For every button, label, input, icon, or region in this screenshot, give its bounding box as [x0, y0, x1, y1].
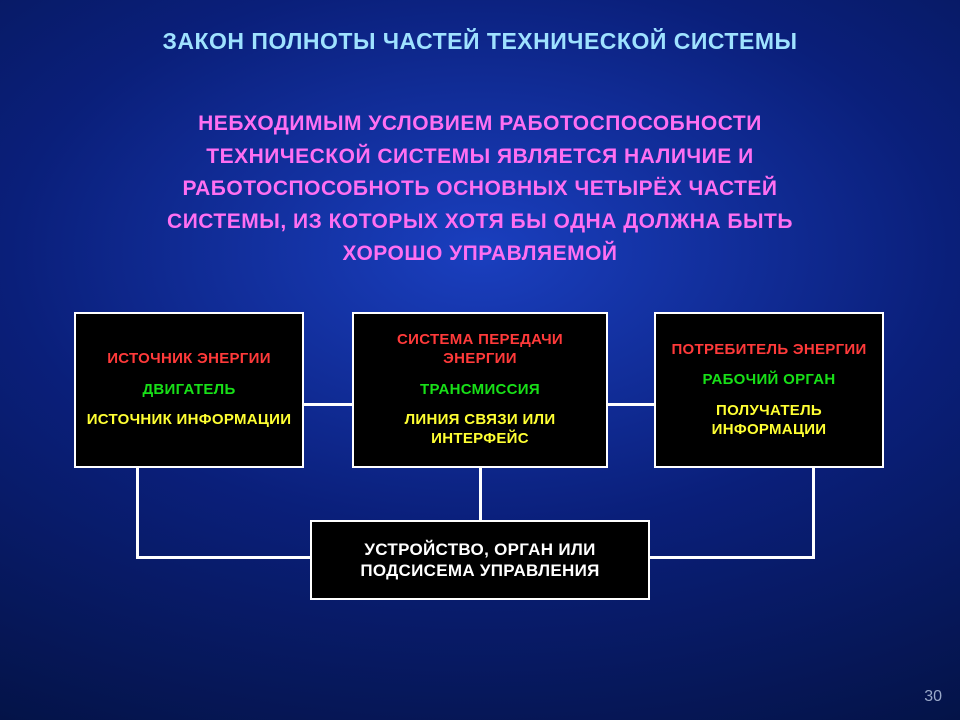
connector-c1d-v [136, 468, 139, 558]
box1-row-1: ДВИГАТЕЛЬ [142, 381, 235, 400]
desc-line-3: РАБОТОСПОСОБНОТЬ ОСНОВНЫХ ЧЕТЫРЁХ ЧАСТЕЙ [40, 173, 920, 206]
connector-c23 [608, 403, 654, 406]
box1-row-0: ИСТОЧНИК ЭНЕРГИИ [107, 350, 271, 369]
connector-c12 [304, 403, 352, 406]
diagram-box2: СИСТЕМА ПЕРЕДАЧИ ЭНЕРГИИ ТРАНСМИССИЯ ЛИНИЯ… [352, 312, 608, 468]
page-number: 30 [924, 688, 942, 706]
connector-c2d-v [479, 468, 482, 520]
box2-row-0: СИСТЕМА ПЕРЕДАЧИ ЭНЕРГИИ [360, 331, 600, 369]
box3-row-2: ПОЛУЧАТЕЛЬ ИНФОРМАЦИИ [662, 402, 876, 440]
desc-line-1: НЕБХОДИМЫМ УСЛОВИЕМ РАБОТОСПОСОБНОСТИ [40, 108, 920, 141]
desc-line-5: ХОРОШО УПРАВЛЯЕМОЙ [40, 238, 920, 271]
diagram-box1: ИСТОЧНИК ЭНЕРГИИ ДВИГАТЕЛЬ ИСТОЧНИК ИНФОРМ… [74, 312, 304, 468]
box3-row-0: ПОТРЕБИТЕЛЬ ЭНЕРГИИ [671, 341, 866, 360]
diagram-box3: ПОТРЕБИТЕЛЬ ЭНЕРГИИ РАБОЧИЙ ОРГАН ПОЛУЧАТЕ… [654, 312, 884, 468]
connector-c3d-v [812, 468, 815, 558]
box3-row-1: РАБОЧИЙ ОРГАН [702, 371, 835, 390]
slide-title: ЗАКОН ПОЛНОТЫ ЧАСТЕЙ ТЕХНИЧЕСКОЙ СИСТЕМЫ [0, 28, 960, 55]
slide-description: НЕБХОДИМЫМ УСЛОВИЕМ РАБОТОСПОСОБНОСТИ ТЕ… [40, 108, 920, 271]
desc-line-2: ТЕХНИЧЕСКОЙ СИСТЕМЫ ЯВЛЯЕТСЯ НАЛИЧИЕ И [40, 141, 920, 174]
connector-c3d-h [650, 556, 815, 559]
box1-row-2: ИСТОЧНИК ИНФОРМАЦИИ [87, 411, 292, 430]
diagram-box4: УСТРОЙСТВО, ОРГАН ИЛИ ПОДСИСЕМА УПРАВЛЕН… [310, 520, 650, 600]
connector-c1d-h [136, 556, 310, 559]
desc-line-4: СИСТЕМЫ, ИЗ КОТОРЫХ ХОТЯ БЫ ОДНА ДОЛЖНА … [40, 206, 920, 239]
box4-row-0: УСТРОЙСТВО, ОРГАН ИЛИ ПОДСИСЕМА УПРАВЛЕН… [318, 539, 642, 582]
slide: ЗАКОН ПОЛНОТЫ ЧАСТЕЙ ТЕХНИЧЕСКОЙ СИСТЕМЫ… [0, 0, 960, 720]
box2-row-2: ЛИНИЯ СВЯЗИ ИЛИ ИНТЕРФЕЙС [360, 411, 600, 449]
box2-row-1: ТРАНСМИССИЯ [420, 381, 540, 400]
